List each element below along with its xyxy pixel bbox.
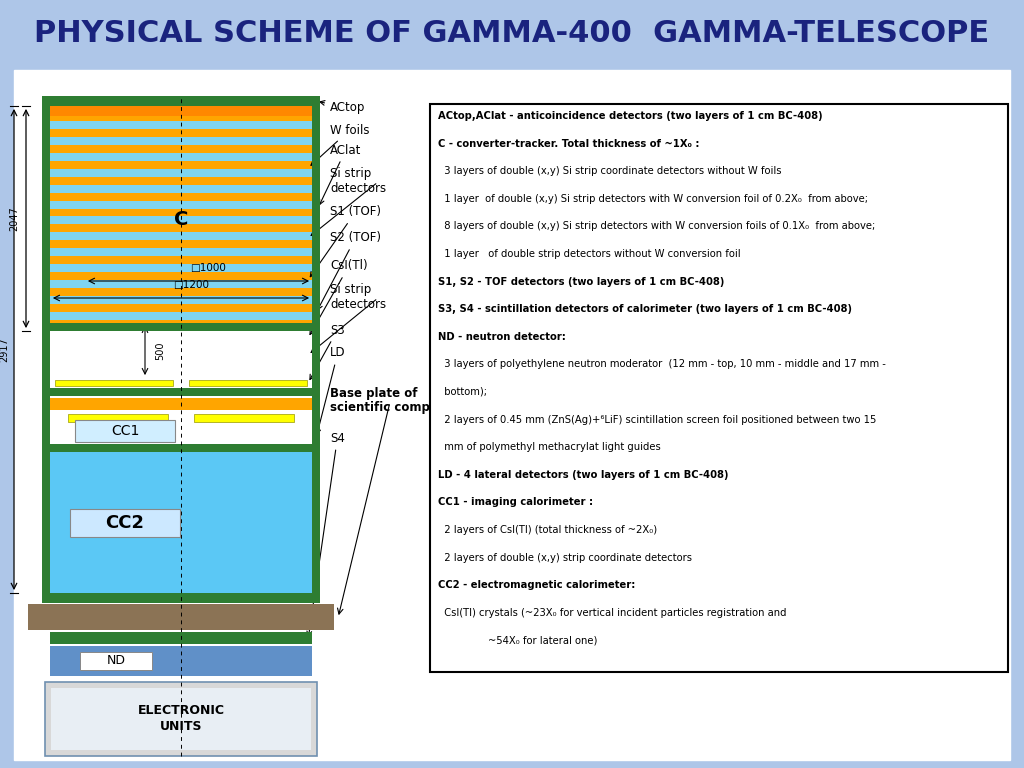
Text: detectors: detectors [330, 299, 386, 312]
Text: S3: S3 [310, 323, 345, 379]
Text: 2917: 2917 [0, 337, 9, 362]
Bar [50, 217, 312, 224]
Bar [14, 70, 1010, 760]
Text: ELECTRONIC: ELECTRONIC [137, 704, 224, 717]
Text: 2047: 2047 [9, 206, 19, 231]
Text: scientific complex: scientific complex [330, 402, 450, 415]
Text: ND - neutron detector:: ND - neutron detector: [438, 332, 566, 342]
Bar [51, 688, 311, 750]
Text: ACtop,AClat - anticoincidence detectors (two layers of 1 cm BC-408): ACtop,AClat - anticoincidence detectors … [438, 111, 822, 121]
Text: W foils: W foils [311, 124, 370, 165]
Bar [50, 184, 312, 193]
Text: Si strip: Si strip [330, 167, 372, 180]
Text: S4: S4 [307, 432, 345, 636]
Bar [50, 233, 312, 240]
Text: ACtop: ACtop [319, 101, 366, 114]
Bar [312, 96, 319, 593]
Text: S2 (TOF): S2 (TOF) [317, 231, 381, 310]
Text: 2 layers of 0.45 mm (ZnS(Ag)+⁶LiF) scintillation screen foil positioned between : 2 layers of 0.45 mm (ZnS(Ag)+⁶LiF) scint… [438, 415, 877, 425]
Text: ~54X₀ for lateral one): ~54X₀ for lateral one) [438, 635, 597, 645]
Bar [195, 414, 294, 422]
Bar [42, 96, 319, 106]
Text: 3 layers of double (x,y) Si strip coordinate detectors without W foils: 3 layers of double (x,y) Si strip coordi… [438, 166, 781, 176]
Text: detectors: detectors [330, 181, 386, 194]
Bar [0, 0, 1024, 68]
Bar [50, 248, 312, 257]
Bar [50, 137, 312, 145]
Text: ND: ND [106, 654, 126, 667]
Bar [45, 682, 317, 756]
Bar [50, 331, 312, 378]
Bar [75, 420, 175, 442]
Bar [28, 604, 334, 630]
Bar [55, 380, 173, 386]
Bar [50, 388, 312, 396]
Text: 2 layers of CsI(Tl) (total thickness of ~2X₀): 2 layers of CsI(Tl) (total thickness of … [438, 525, 657, 535]
Bar [42, 96, 50, 593]
Bar [80, 652, 152, 670]
Text: CC2 - electromagnetic calorimeter:: CC2 - electromagnetic calorimeter: [438, 580, 635, 590]
Text: 500: 500 [155, 341, 165, 359]
Bar [50, 280, 312, 288]
Text: UNITS: UNITS [160, 720, 203, 733]
Text: S3, S4 - scintillation detectors of calorimeter (two layers of 1 cm BC-408): S3, S4 - scintillation detectors of calo… [438, 304, 852, 314]
Bar [50, 116, 312, 323]
Text: LD: LD [315, 346, 346, 434]
Text: 1 layer  of double (x,y) Si strip detectors with W conversion foil of 0.2X₀  fro: 1 layer of double (x,y) Si strip detecto… [438, 194, 868, 204]
Bar [68, 414, 168, 422]
Text: bottom);: bottom); [438, 387, 487, 397]
Bar [50, 444, 312, 452]
Text: AClat: AClat [319, 144, 361, 204]
Bar [50, 632, 312, 644]
Text: C: C [174, 210, 188, 229]
Text: 2 layers of double (x,y) strip coordinate detectors: 2 layers of double (x,y) strip coordinat… [438, 553, 692, 563]
Bar [189, 380, 307, 386]
Bar [50, 323, 312, 331]
Bar [50, 106, 312, 116]
Bar [50, 646, 312, 676]
Bar [50, 153, 312, 161]
Text: □1000: □1000 [190, 263, 226, 273]
Bar [50, 121, 312, 129]
Text: 1 layer   of double strip detectors without W conversion foil: 1 layer of double strip detectors withou… [438, 249, 740, 259]
Text: Base plate of: Base plate of [330, 386, 418, 399]
Bar [70, 509, 180, 537]
Text: Si strip: Si strip [330, 283, 372, 296]
Text: C - converter-tracker. Total thickness of ~1X₀ :: C - converter-tracker. Total thickness o… [438, 138, 699, 148]
Text: CC2: CC2 [105, 514, 144, 532]
Bar [50, 452, 312, 593]
Bar [50, 264, 312, 272]
Text: 3 layers of polyethylene neutron moderator  (12 mm - top, 10 mm - middle and 17 : 3 layers of polyethylene neutron moderat… [438, 359, 886, 369]
Text: CC1 - imaging calorimeter :: CC1 - imaging calorimeter : [438, 498, 593, 508]
Bar [50, 398, 312, 410]
Text: mm of polymethyl methacrylat light guides: mm of polymethyl methacrylat light guide… [438, 442, 660, 452]
Text: CsI(Tl) crystals (~23X₀ for vertical incident particles registration and: CsI(Tl) crystals (~23X₀ for vertical inc… [438, 607, 786, 617]
Text: 8 layers of double (x,y) Si strip detectors with W conversion foils of 0.1X₀  fr: 8 layers of double (x,y) Si strip detect… [438, 221, 876, 231]
Bar [50, 312, 312, 320]
Bar [430, 104, 1008, 672]
Text: □1200: □1200 [173, 280, 209, 290]
Text: CsI(Tl): CsI(Tl) [310, 260, 368, 335]
Text: LD - 4 lateral detectors (two layers of 1 cm BC-408): LD - 4 lateral detectors (two layers of … [438, 470, 728, 480]
Bar [50, 200, 312, 209]
Text: CC1: CC1 [111, 424, 139, 438]
Text: PHYSICAL SCHEME OF GAMMA-400  GAMMA-TELESCOPE: PHYSICAL SCHEME OF GAMMA-400 GAMMA-TELES… [35, 19, 989, 48]
Text: S1, S2 - TOF detectors (two layers of 1 cm BC-408): S1, S2 - TOF detectors (two layers of 1 … [438, 276, 724, 286]
Text: S1 (TOF): S1 (TOF) [310, 206, 381, 276]
Bar [50, 169, 312, 177]
Bar [42, 593, 319, 603]
Bar [50, 296, 312, 304]
